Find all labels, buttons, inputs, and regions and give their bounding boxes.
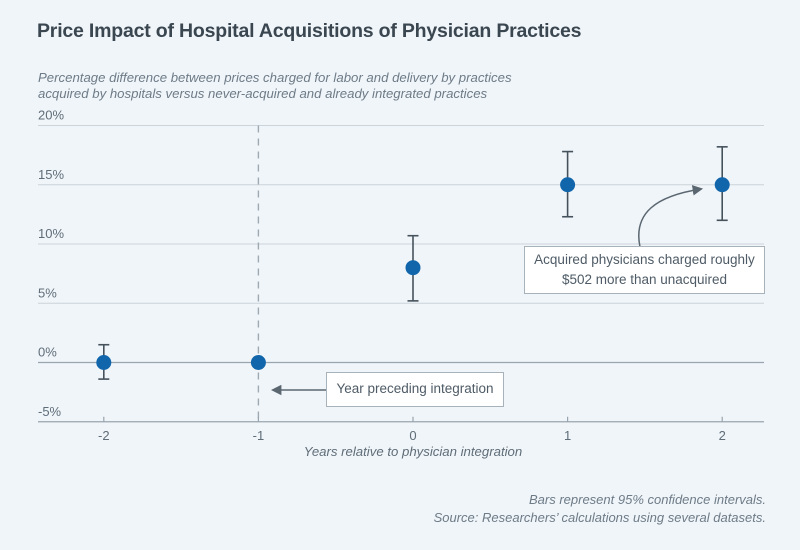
- figure-footer: Bars represent 95% confidence intervals.…: [434, 491, 766, 527]
- x-tick-label: -2: [98, 428, 110, 443]
- y-tick-label: 5%: [38, 285, 57, 300]
- annotation-year-box: Year preceding integration: [326, 372, 504, 407]
- data-point: [560, 177, 576, 193]
- chart-title: Price Impact of Hospital Acquisitions of…: [37, 20, 582, 42]
- arrow-502: [638, 185, 704, 248]
- y-tick-label: -5%: [38, 404, 62, 419]
- footer-source: Source: Researchers’ calculations using …: [433, 510, 766, 525]
- chart-subtitle: Percentage difference between prices cha…: [38, 70, 512, 101]
- plot-layer: 20% 15% 10% 5% 0% -5% -2 -1 0 1 2: [38, 108, 764, 443]
- chart-subtitle-line2: acquired by hospitals versus never-acqui…: [38, 85, 488, 101]
- x-tick-label: 0: [409, 428, 416, 443]
- data-point: [96, 355, 112, 370]
- footer-note: Bars represent 95% confidence intervals.: [528, 492, 766, 507]
- x-tick-label: 1: [564, 428, 571, 443]
- x-tick-label: 2: [719, 428, 726, 443]
- chart-subtitle-line1: Percentage difference between prices cha…: [38, 70, 512, 85]
- y-tick-label: 10%: [38, 226, 64, 241]
- y-tick-label: 15%: [38, 167, 64, 182]
- annotation-502-box: Acquired physicians charged roughly $502…: [524, 246, 765, 294]
- y-tick-label: 20%: [38, 108, 64, 123]
- annotation-502-line1: Acquired physicians charged roughly: [534, 251, 755, 267]
- annotation-year-label: Year preceding integration: [336, 381, 494, 397]
- x-tick-label: -1: [253, 428, 265, 443]
- annotation-502-line2: $502 more than unacquired: [561, 272, 728, 287]
- data-point: [714, 177, 730, 193]
- x-axis-title: Years relative to physician integration: [303, 444, 523, 459]
- data-point: [405, 260, 421, 276]
- y-tick-label: 0%: [38, 345, 57, 360]
- data-point: [250, 355, 266, 370]
